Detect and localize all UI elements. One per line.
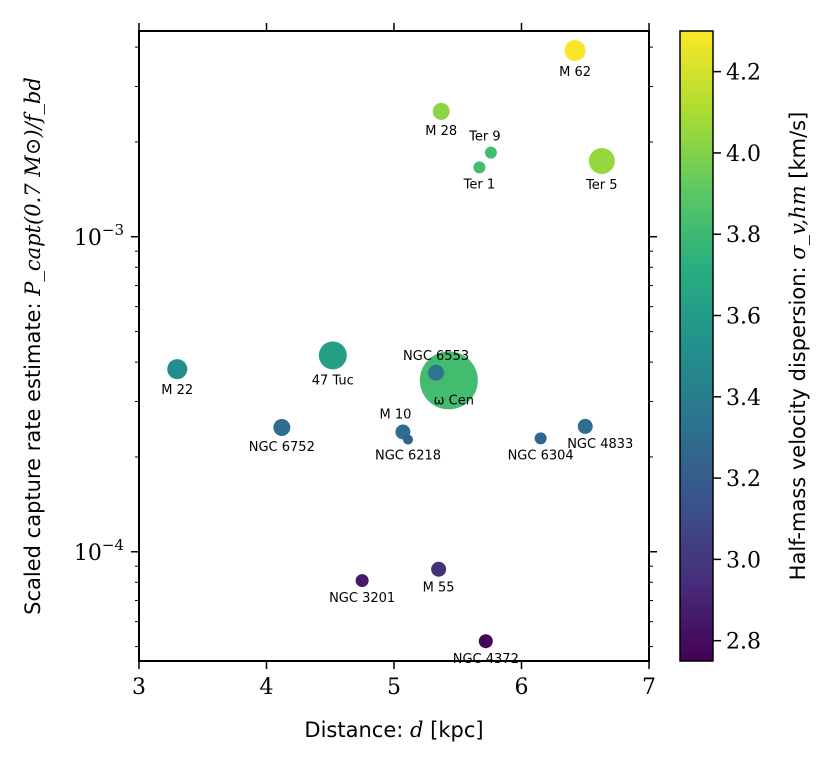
- data-point: [428, 364, 445, 381]
- point-label: M 10: [379, 407, 411, 422]
- data-point: [473, 161, 486, 174]
- data-point: [403, 434, 414, 445]
- data-point: [432, 102, 450, 120]
- x-tick-label: 4: [260, 675, 274, 700]
- colorbar-ticks: 2.8 3.0 3.2 3.4 3.6 3.8 4.0 4.2: [713, 61, 761, 655]
- colorbar-tick-label: 4.0: [726, 142, 761, 167]
- data-point: [588, 147, 615, 174]
- data-point: [431, 561, 447, 577]
- data-point: [478, 634, 493, 649]
- point-label: NGC 3201: [329, 591, 395, 606]
- point-label: NGC 6553: [403, 349, 469, 364]
- point-label: NGC 6752: [249, 440, 315, 455]
- data-point: [484, 146, 497, 159]
- point-label: M 62: [559, 65, 591, 80]
- point-label: M 55: [423, 581, 455, 596]
- point-label: NGC 6218: [375, 449, 441, 464]
- colorbar-tick-label: 2.8: [726, 630, 761, 655]
- y-tick-label: 10−3: [74, 221, 124, 251]
- point-label: Ter 1: [463, 177, 495, 192]
- data-point: [318, 341, 347, 370]
- x-tick-label: 7: [642, 675, 656, 700]
- y-axis-ticks: 10−4 10−3: [74, 46, 657, 648]
- y-axis-label: Scaled capture rate estimate: P_capt(0.7…: [21, 77, 45, 615]
- point-labels: M 62 M 28 Ter 9 Ter 1 Ter 5 47 Tuc M 22 ω Cen NG…: [161, 65, 633, 667]
- point-label: M 28: [425, 124, 457, 139]
- point-label: 47 Tuc: [312, 373, 354, 388]
- data-point: [273, 419, 291, 437]
- plot-frame: [138, 30, 650, 662]
- point-label: ω Cen: [434, 393, 474, 408]
- scatter-points: [167, 40, 615, 649]
- x-axis-ticks: 3 4 5 6 7: [132, 23, 656, 700]
- y-tick-label: 10−4: [74, 536, 124, 566]
- x-tick-label: 3: [132, 675, 146, 700]
- colorbar-tick-label: 3.0: [726, 548, 761, 573]
- colorbar-tick-label: 4.2: [726, 61, 761, 86]
- point-label: NGC 6304: [508, 448, 574, 463]
- colorbar-label: Half-mass velocity dispersion: σ_v,hm [k…: [786, 112, 810, 581]
- x-tick-label: 5: [387, 675, 401, 700]
- point-label: NGC 4833: [567, 437, 633, 452]
- colorbar-tick-label: 3.2: [726, 467, 761, 492]
- x-axis-label: Distance: d [kpc]: [304, 718, 483, 742]
- data-point: [577, 418, 593, 434]
- point-label: NGC 4372: [453, 652, 519, 667]
- data-point: [534, 432, 547, 445]
- data-point: [355, 574, 369, 588]
- point-label: Ter 9: [468, 130, 500, 145]
- data-point: [167, 359, 188, 380]
- colorbar-tick-label: 3.6: [726, 305, 761, 330]
- colorbar-tick-label: 3.8: [726, 223, 761, 248]
- point-label: Ter 5: [585, 178, 617, 193]
- colorbar: [679, 30, 714, 662]
- x-tick-label: 6: [515, 675, 529, 700]
- data-point: [564, 40, 586, 62]
- point-label: M 22: [161, 383, 193, 398]
- colorbar-tick-label: 3.4: [726, 386, 761, 411]
